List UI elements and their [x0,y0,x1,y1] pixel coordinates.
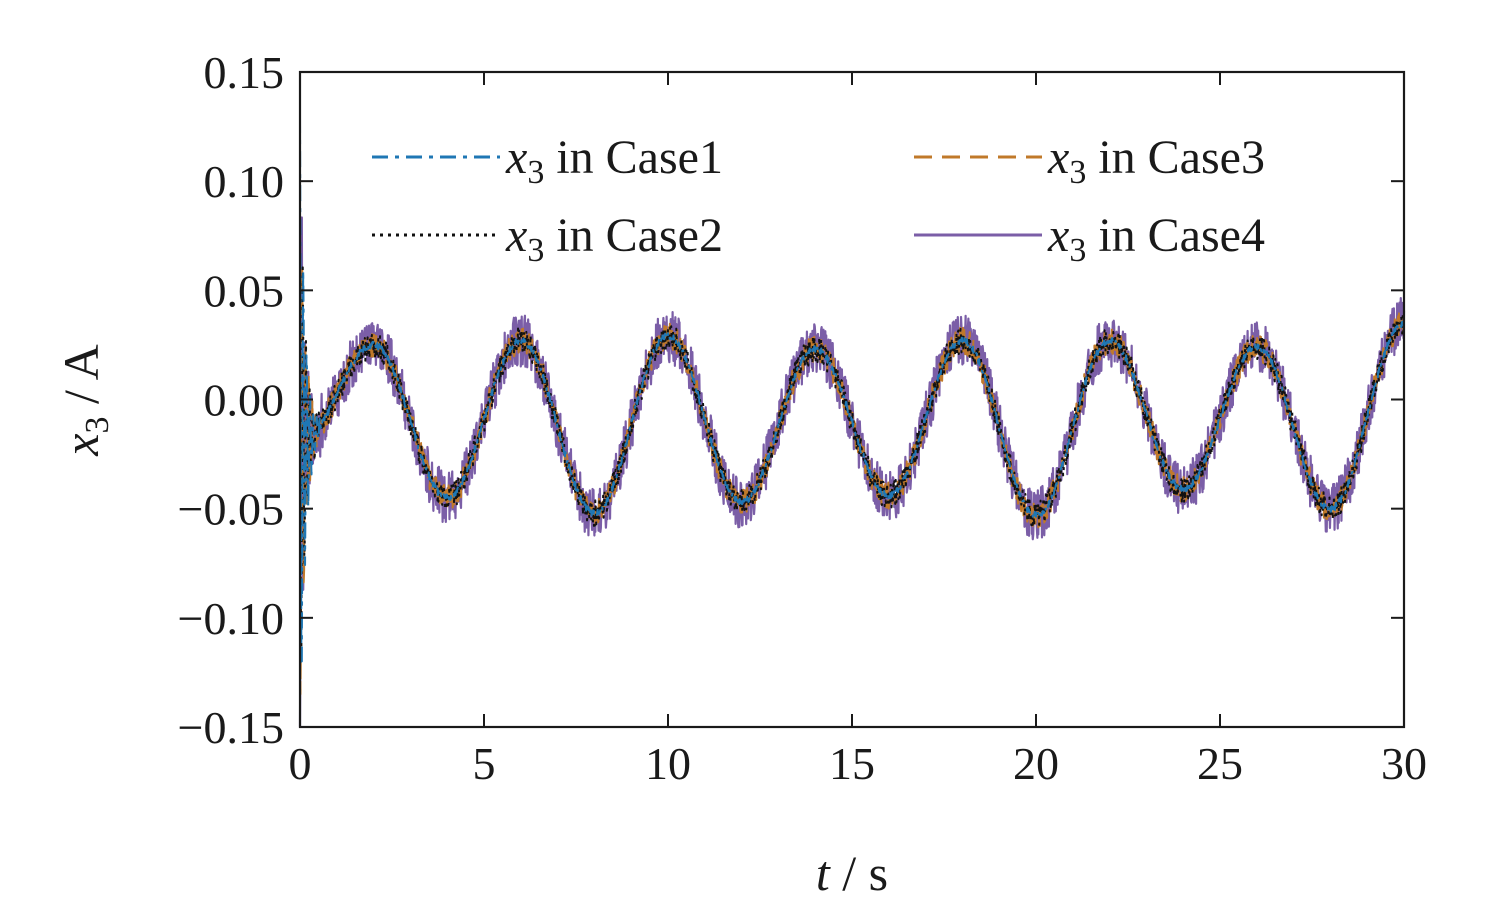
legend-sub: 3 [1069,154,1086,191]
legend-label-case3: x3 in Case3 [1047,131,1265,191]
y-tick-label: 0.10 [204,156,285,207]
x-axis-label: t / s [816,845,888,901]
y-axis-label: x3 / A [53,344,116,456]
series-line-case3 [299,265,1405,696]
y-tick-label: −0.05 [178,484,284,535]
legend-sub: 3 [1069,232,1086,269]
y-tick-label: 0.15 [204,47,285,98]
legend-label-case1: x3 in Case1 [505,131,723,191]
y-tick-label: 0.00 [204,375,285,426]
y-tick-label: −0.10 [178,593,284,644]
series-line-case1 [299,117,1405,663]
legend-text: in Case2 [544,209,723,262]
x-tick-label: 20 [1013,738,1059,789]
x-tick-label: 0 [289,738,312,789]
x-tick-label: 10 [645,738,691,789]
y-tick-label: −0.15 [178,702,284,753]
x-tick-label: 30 [1381,738,1427,789]
legend-var: x [505,209,527,262]
series-line-case2 [299,266,1405,661]
legend-text: in Case3 [1086,131,1265,184]
legend-var: x [1047,209,1069,262]
legend-var: x [1047,131,1069,184]
y-tick-label: 0.05 [204,265,285,316]
legend-var: x [505,131,527,184]
legend-sub: 3 [527,232,544,269]
legend-sub: 3 [527,154,544,191]
series-layer [298,117,1406,728]
legend-text: in Case1 [544,131,723,184]
x-tick-label: 5 [473,738,496,789]
x-tick-label: 15 [829,738,875,789]
x-tick-label: 25 [1197,738,1243,789]
legend-label-case4: x3 in Case4 [1047,209,1265,269]
legend-label-case2: x3 in Case2 [505,209,723,269]
legend-text: in Case4 [1086,209,1265,262]
ticks-layer: 0 5 10 15 20 25 30 −0.15 −0.10 −0.05 0.00 0.05 0.10 0… [178,47,1427,789]
